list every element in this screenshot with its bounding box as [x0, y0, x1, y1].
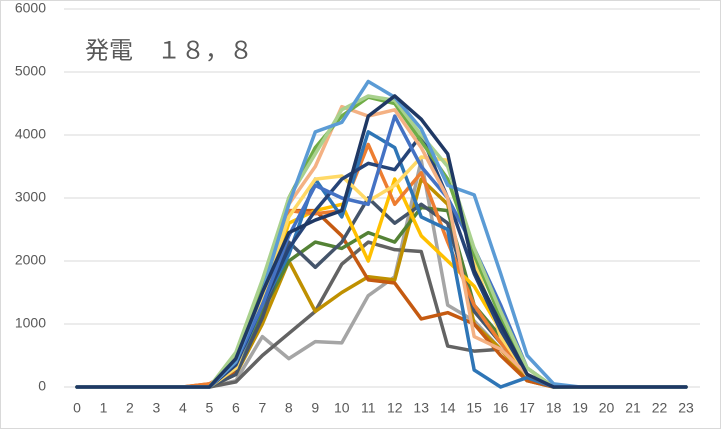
- x-tick-label: 5: [205, 400, 213, 416]
- x-tick-label: 8: [285, 400, 293, 416]
- y-tick-label: 3000: [15, 189, 46, 205]
- x-tick-label: 21: [625, 400, 641, 416]
- y-tick-label: 6000: [15, 0, 46, 16]
- y-tick-label: 2000: [15, 252, 46, 268]
- y-tick-label: 5000: [15, 63, 46, 79]
- x-tick-label: 16: [493, 400, 509, 416]
- x-tick-label: 18: [546, 400, 562, 416]
- x-tick-label: 12: [387, 400, 403, 416]
- x-tick-label: 1: [100, 400, 108, 416]
- chart-title: 発電 １８，８: [85, 37, 253, 64]
- y-tick-label: 4000: [15, 126, 46, 142]
- y-tick-label: 0: [38, 378, 46, 394]
- x-tick-label: 10: [334, 400, 350, 416]
- x-tick-label: 22: [652, 400, 668, 416]
- y-tick-label: 1000: [15, 315, 46, 331]
- x-tick-label: 11: [361, 400, 376, 416]
- x-tick-label: 13: [413, 400, 429, 416]
- x-tick-label: 20: [599, 400, 615, 416]
- x-tick-label: 14: [440, 400, 456, 416]
- x-tick-label: 6: [232, 400, 240, 416]
- x-tick-label: 23: [678, 400, 694, 416]
- series-line: [75, 94, 688, 389]
- x-tick-label: 9: [311, 400, 319, 416]
- x-tick-label: 19: [572, 400, 588, 416]
- x-tick-label: 4: [179, 400, 187, 416]
- x-tick-label: 15: [466, 400, 482, 416]
- x-tick-label: 0: [73, 400, 81, 416]
- x-tick-label: 2: [126, 400, 134, 416]
- x-tick-label: 7: [258, 400, 266, 416]
- x-tick-label: 3: [153, 400, 161, 416]
- x-tick-label: 17: [519, 400, 535, 416]
